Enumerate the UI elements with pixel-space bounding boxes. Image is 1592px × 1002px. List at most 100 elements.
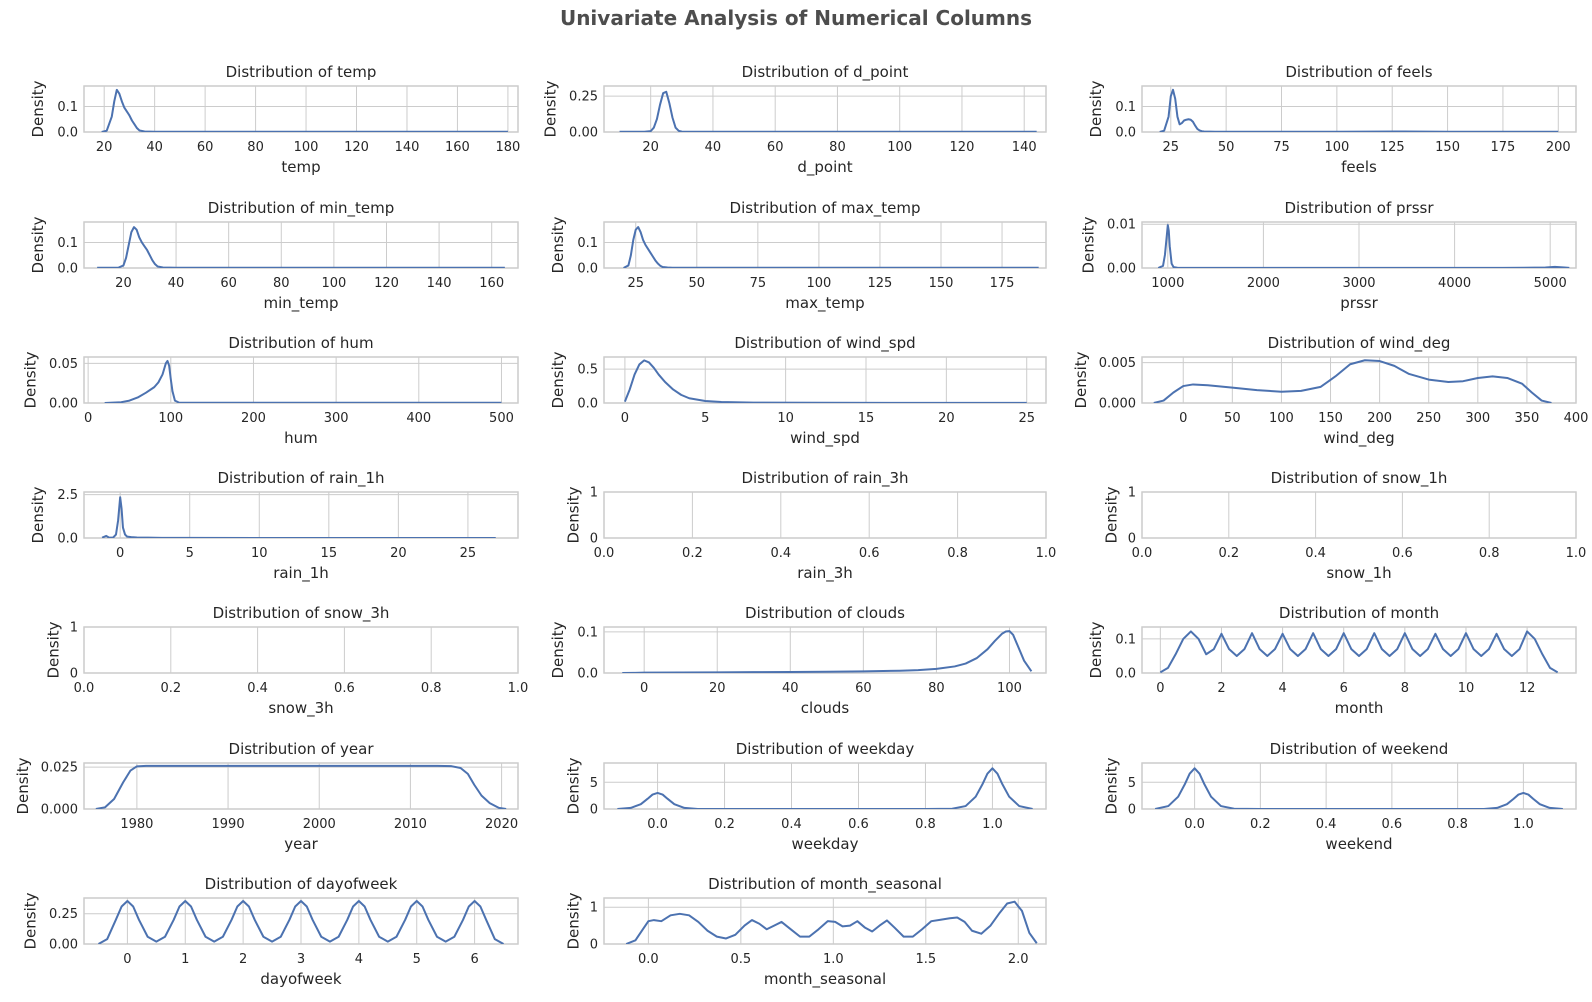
x-tick-label: 20 [938,411,955,426]
y-tick-label: 0.0 [577,397,598,412]
subplot-title: Distribution of min_temp [208,199,395,218]
x-tick-label: 140 [1012,140,1037,155]
subplot-max-temp: Distribution of max_temp 25 50 75 100 125 150 1… [549,199,1047,313]
x-tick-label: 75 [750,276,767,291]
subplot-title: Distribution of snow_3h [213,604,390,623]
kde-curve [104,359,502,403]
y-tick-label: 5 [1128,776,1136,791]
x-tick-label: 2 [1217,681,1225,696]
x-tick-label: 0.4 [781,817,802,832]
x-tick-label: 1980 [120,817,153,832]
kde-curve [97,900,505,944]
x-tick-label: 0.0 [638,952,659,967]
y-tick-label: 0.25 [569,90,598,105]
x-tick-label: 0.4 [770,546,791,561]
axes-frame [83,85,519,133]
kde-curve [1159,630,1559,673]
y-tick-label: 0.25 [49,907,78,922]
x-tick-label: 20 [390,546,407,561]
x-tick-label: 200 [1546,140,1571,155]
y-tick-label: 0 [590,532,598,547]
x-tick-label: 0 [1156,681,1164,696]
y-tick-label: 2.5 [57,488,78,503]
axes-frame [603,356,1047,404]
y-tick-label: 0 [70,667,78,682]
x-tick-label: 0.0 [594,546,615,561]
x-tick-label: 25 [460,546,477,561]
x-tick-label: 25 [1018,411,1035,426]
x-tick-label: 150 [1318,411,1343,426]
x-axis-label: feels [1341,158,1377,176]
x-tick-label: 0.6 [859,546,880,561]
axes-border [603,897,1047,945]
x-tick-label: 40 [146,140,163,155]
x-tick-label: 0 [116,546,124,561]
x-tick-label: 5 [186,546,194,561]
x-tick-label: 300 [324,411,349,426]
x-tick-label: 20 [709,681,726,696]
x-tick-label: 0.2 [1218,546,1239,561]
y-tick-label: 0.00 [49,397,78,412]
y-tick-label: 0.1 [1115,632,1136,647]
x-tick-label: 40 [168,276,185,291]
x-tick-label: 20 [642,140,659,155]
subplot-weekend: Distribution of weekend 0.0 0.2 0.4 0.6 0.8 1.… [1102,740,1577,853]
y-tick-label: 0.1 [577,236,598,251]
y-axis-label: Density [1072,351,1090,408]
x-tick-label: 140 [427,276,452,291]
x-tick-label: 50 [1218,140,1235,155]
y-axis-label: Density [44,621,62,678]
y-axis-label: Density [542,80,560,137]
x-tick-label: 0.8 [915,817,936,832]
subplot-title: Distribution of snow_1h [1271,469,1448,488]
subplot-temp: Distribution of temp 20 40 60 80 100 120 140 160… [29,63,520,176]
x-tick-label: 0.6 [1382,817,1403,832]
x-tick-label: 100 [887,140,912,155]
subplot-month: Distribution of month 0 2 4 6 8 10 12 0.0 0.1 mont… [1087,604,1577,717]
x-tick-label: 60 [855,681,872,696]
axes-frame [603,221,1047,269]
x-tick-label: 0.0 [1132,546,1153,561]
x-tick-label: 8 [1401,681,1409,696]
subplot-title: Distribution of d_point [742,63,909,82]
x-axis-label: weekend [1325,835,1392,853]
x-tick-label: 0.4 [1316,817,1337,832]
x-tick-label: 5 [701,411,709,426]
x-tick-label: 10 [777,411,794,426]
x-tick-label: 6 [1340,681,1348,696]
y-tick-label: 0.025 [41,761,78,776]
x-tick-label: 400 [406,411,431,426]
x-tick-label: 0 [640,681,648,696]
x-tick-label: 0.8 [1479,546,1500,561]
x-axis-label: month [1335,699,1384,717]
subplot-snow-1h: Distribution of snow_1h 0.0 0.2 0.4 0.6 0.8 1.… [1102,469,1586,583]
x-tick-label: 0.0 [647,817,668,832]
x-tick-label: 0.0 [1184,817,1205,832]
axes-frame [1141,85,1577,133]
x-tick-label: 100 [1269,411,1294,426]
x-tick-label: 50 [689,276,706,291]
x-tick-label: 160 [479,276,504,291]
x-tick-label: 1.0 [508,681,529,696]
axes-border [83,762,519,810]
x-tick-label: 75 [1273,140,1290,155]
x-tick-label: 180 [495,140,520,155]
x-tick-label: 5 [413,952,421,967]
x-tick-label: 60 [197,140,214,155]
x-tick-label: 15 [321,546,338,561]
x-axis-label: month_seasonal [764,970,886,989]
subplot-title: Distribution of weekday [736,740,915,758]
x-tick-label: 0.8 [421,681,442,696]
x-tick-label: 25 [627,276,644,291]
x-tick-label: 100 [158,411,183,426]
subplot-wind-spd: Distribution of wind_spd 0 5 10 15 20 25 0.0 0.5… [549,334,1047,448]
y-axis-label: Density [22,351,40,408]
y-axis-label: Density [549,216,567,273]
y-axis-label: Density [549,621,567,678]
x-tick-label: 6 [470,952,478,967]
x-tick-label: 80 [247,140,264,155]
x-tick-label: 0.2 [682,546,703,561]
subplot-wind-deg: Distribution of wind_deg 0 50 100 150 200 250 3… [1072,334,1588,448]
